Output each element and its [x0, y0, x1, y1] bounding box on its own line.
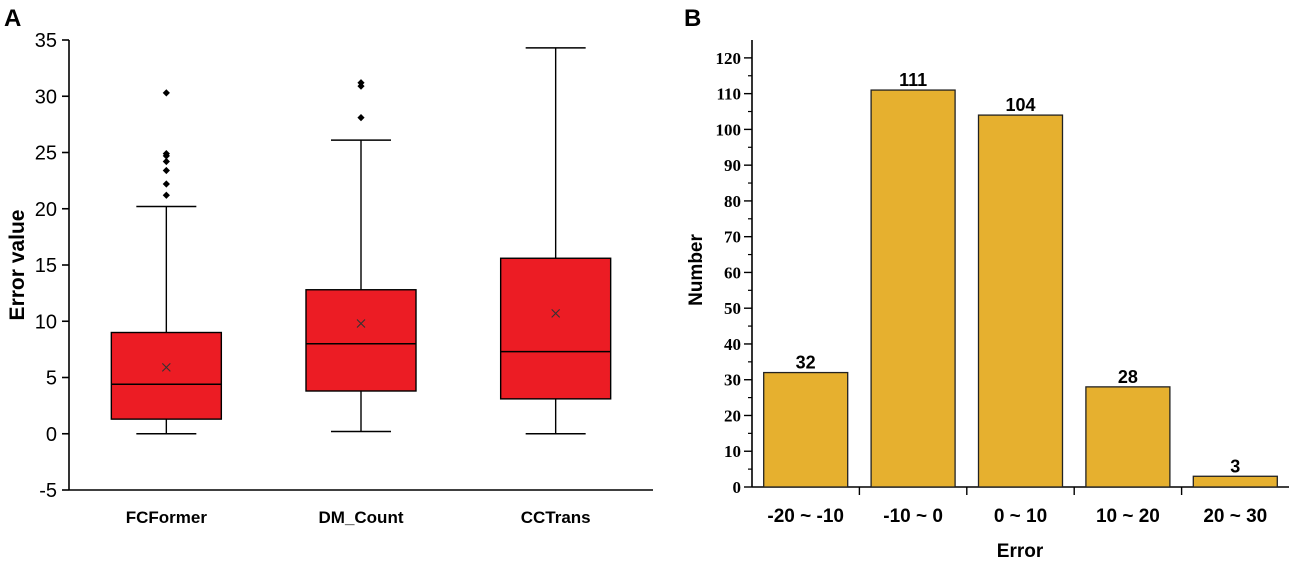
outlier-point — [162, 180, 170, 188]
y-tick-label: 20 — [35, 199, 57, 221]
iqr-box — [305, 289, 417, 392]
y-tick-label: 25 — [35, 143, 57, 165]
y-axis-title: Number — [686, 234, 707, 306]
x-tick-label: DM_Count — [319, 508, 404, 527]
x-tick-label: 20 ~ 30 — [1203, 506, 1267, 527]
mean-marker — [161, 362, 171, 372]
x-tick-label: -20 ~ -10 — [767, 506, 844, 527]
iqr-box — [110, 331, 223, 420]
data-label: 28 — [1118, 367, 1138, 387]
y-tick-label: 40 — [724, 335, 741, 354]
y-tick-label: 110 — [716, 85, 741, 104]
data-label: 3 — [1230, 456, 1240, 476]
y-tick-label: 80 — [724, 192, 741, 211]
y-tick-label: 0 — [733, 478, 742, 497]
y-tick-label: 90 — [724, 156, 741, 175]
y-tick-label: 20 — [724, 406, 741, 425]
box-plot-panel: A -5 0 5 10 15 20 25 30 35 FCFormer DM_Count CCTran… — [4, 5, 653, 527]
y-tick-label: -5 — [39, 480, 57, 502]
bar-chart-panel: B 0 10 20 30 40 50 60 70 80 90 100 110 120 32 -20 ~ -1… — [684, 5, 1289, 562]
x-axis-title: Error — [997, 541, 1044, 562]
iqr-box — [499, 257, 612, 400]
box-plot-area: -5 0 5 10 15 20 25 30 35 FCFormer DM_Count CCTrans — [35, 30, 653, 527]
y-tick-label: 5 — [46, 368, 57, 390]
data-label: 104 — [1005, 95, 1035, 115]
y-tick-label: 50 — [724, 299, 741, 318]
data-label: 111 — [899, 70, 927, 90]
y-tick-label: 60 — [724, 263, 741, 282]
box-FCFormer — [110, 89, 223, 435]
y-tick-label: 0 — [46, 424, 57, 446]
mean-marker — [551, 308, 561, 318]
box-CCTrans — [499, 47, 612, 435]
outlier-point — [162, 89, 170, 97]
bar-chart-area: 0 10 20 30 40 50 60 70 80 90 100 110 120 32 -20 ~ -10 1… — [716, 40, 1289, 527]
outlier-point — [357, 114, 365, 122]
x-tick-label: 10 ~ 20 — [1096, 506, 1160, 527]
outlier-point — [162, 191, 170, 199]
data-label: 32 — [796, 353, 816, 373]
bar--20 ~ -10 — [763, 371, 849, 488]
y-tick-label: 15 — [35, 255, 57, 277]
y-tick-label: 100 — [716, 120, 742, 139]
bar--10 ~ 0 — [870, 89, 956, 488]
box-DM_Count — [305, 79, 417, 433]
y-tick-label: 35 — [35, 30, 57, 52]
y-tick-label: 30 — [35, 86, 57, 108]
y-tick-label: 70 — [724, 228, 741, 247]
outlier-point — [357, 79, 365, 87]
bar-0 ~ 10 — [977, 114, 1064, 488]
y-tick-label: 120 — [716, 49, 742, 68]
x-tick-label: FCFormer — [126, 508, 208, 527]
x-tick-label: -10 ~ 0 — [883, 506, 943, 527]
outlier-point — [162, 157, 170, 166]
panel-b-label: B — [684, 5, 701, 32]
y-tick-label: 10 — [724, 442, 741, 461]
outlier-point — [162, 166, 170, 175]
y-tick-label: 30 — [724, 371, 741, 390]
x-tick-label: CCTrans — [521, 508, 591, 527]
y-axis-title: Error value — [6, 210, 29, 321]
x-tick-label: 0 ~ 10 — [994, 506, 1047, 527]
outlier-point — [162, 150, 170, 158]
mean-marker — [356, 319, 366, 328]
bar-10 ~ 20 — [1085, 386, 1171, 488]
panel-a-label: A — [4, 5, 21, 32]
y-tick-label: 10 — [35, 311, 57, 333]
bar-20 ~ 30 — [1192, 475, 1278, 488]
